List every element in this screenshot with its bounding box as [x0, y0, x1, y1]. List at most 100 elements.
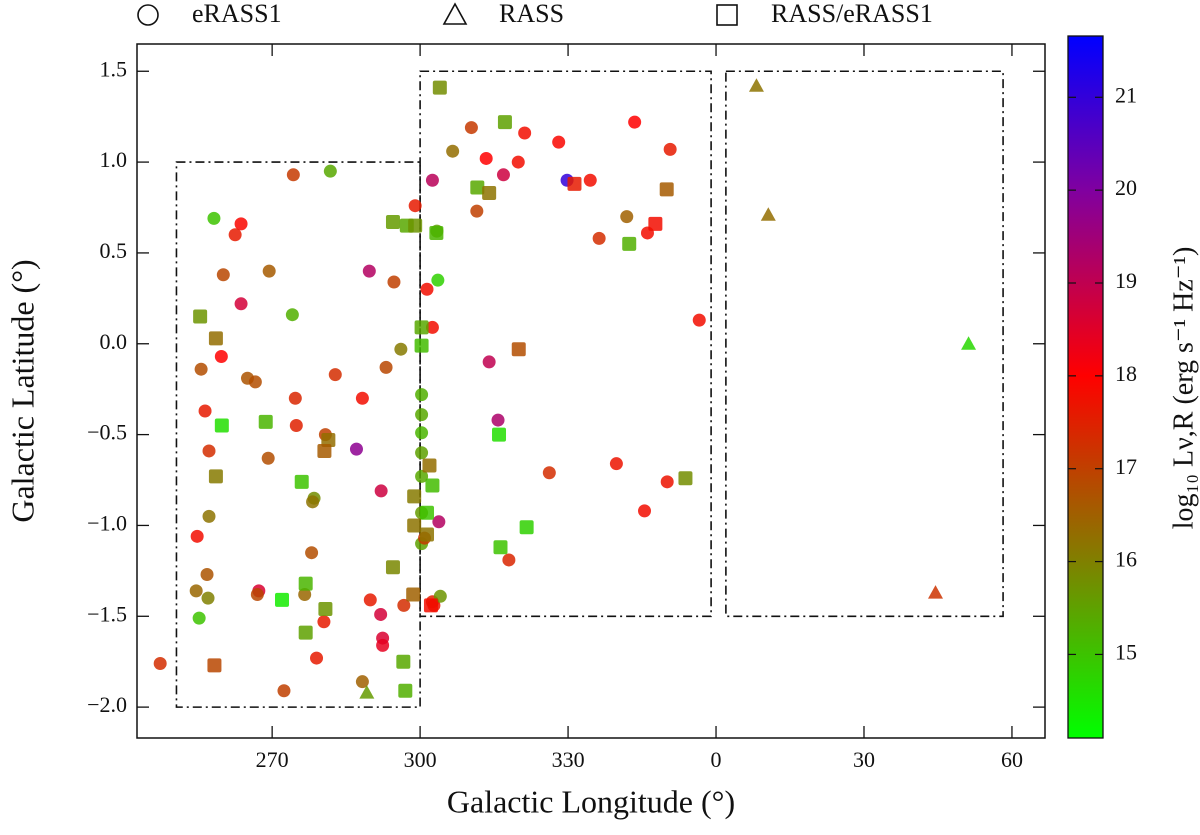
point: [422, 458, 437, 473]
point: [423, 598, 438, 613]
point: [200, 567, 214, 581]
point: [497, 115, 512, 130]
point: [194, 362, 208, 376]
point: [286, 168, 300, 182]
y-tick-label: −2.0: [87, 692, 127, 717]
point: [193, 309, 208, 324]
point: [298, 587, 312, 601]
point: [298, 625, 313, 640]
point: [214, 418, 229, 433]
point: [234, 297, 248, 311]
point: [659, 182, 674, 197]
y-tick-label: 1.0: [100, 147, 128, 172]
point: [446, 144, 460, 158]
point: [208, 469, 223, 484]
legend-symbol: [716, 4, 738, 26]
point: [408, 218, 423, 233]
point: [414, 320, 429, 335]
point: [202, 444, 216, 458]
x-tick-label: 270: [256, 747, 289, 772]
point: [432, 80, 447, 95]
legend-item: RASS: [442, 0, 564, 28]
point: [288, 391, 302, 405]
point: [374, 607, 388, 621]
point: [660, 475, 674, 489]
point: [760, 207, 776, 221]
point: [663, 142, 677, 156]
y-tick-label: −1.5: [87, 601, 127, 626]
point: [470, 204, 484, 218]
point: [425, 478, 440, 493]
point: [420, 527, 435, 542]
point: [482, 185, 497, 200]
colorbar-tick-label: 18: [1115, 361, 1137, 386]
point: [376, 638, 390, 652]
point: [228, 228, 242, 242]
point: [289, 419, 303, 433]
point: [961, 336, 977, 350]
point: [398, 683, 413, 698]
point: [406, 587, 421, 602]
point: [420, 505, 435, 520]
region-box: [175, 161, 421, 708]
point: [275, 592, 290, 607]
point: [407, 518, 422, 533]
point: [207, 211, 221, 225]
point: [201, 591, 215, 605]
x-tick-label: 330: [552, 747, 585, 772]
point: [425, 320, 439, 334]
legend-item: eRASS1: [137, 0, 282, 28]
y-tick-label: 1.5: [100, 56, 128, 81]
point: [317, 615, 331, 629]
colorbar-label: log₁₀ Lν,R (erg s⁻¹ Hz⁻¹): [1168, 247, 1199, 530]
x-tick-label: 60: [1001, 747, 1023, 772]
point: [285, 308, 299, 322]
point: [323, 164, 337, 178]
point: [492, 427, 507, 442]
y-tick-label: 0.5: [100, 238, 128, 263]
point: [250, 587, 264, 601]
point: [542, 466, 556, 480]
point: [425, 173, 439, 187]
point: [310, 651, 324, 665]
point: [202, 509, 216, 523]
point: [622, 236, 637, 251]
point: [294, 474, 309, 489]
point: [928, 585, 944, 599]
colorbar-tick-label: 15: [1115, 639, 1137, 664]
point: [502, 553, 516, 567]
point: [208, 331, 223, 346]
point: [415, 469, 429, 483]
point: [397, 598, 411, 612]
point: [385, 560, 400, 575]
point: [415, 408, 429, 422]
region-box: [725, 70, 1004, 618]
legend-label: RASS/eRASS1: [771, 0, 933, 28]
point: [189, 584, 203, 598]
point: [318, 602, 333, 617]
legend-symbol: [137, 4, 159, 26]
point: [407, 489, 422, 504]
point: [379, 360, 393, 374]
point: [628, 115, 642, 129]
x-axis-label: Galactic Longitude (°): [447, 783, 735, 819]
plot-frame: [136, 43, 1046, 739]
point: [198, 404, 212, 418]
legend-label: RASS: [499, 0, 564, 28]
y-tick-label: 0.0: [100, 329, 128, 354]
point: [638, 504, 652, 518]
point: [678, 471, 693, 486]
y-axis-label: Galactic Latitude (°): [4, 259, 40, 522]
point: [482, 355, 496, 369]
point: [328, 368, 342, 382]
colorbar-tick-label: 16: [1115, 547, 1137, 572]
point: [363, 593, 377, 607]
point: [306, 495, 320, 509]
point: [262, 264, 276, 278]
point: [432, 515, 446, 529]
point: [511, 342, 526, 357]
point: [355, 675, 369, 689]
point: [408, 199, 422, 213]
point: [518, 126, 532, 140]
colorbar: [1067, 35, 1104, 739]
